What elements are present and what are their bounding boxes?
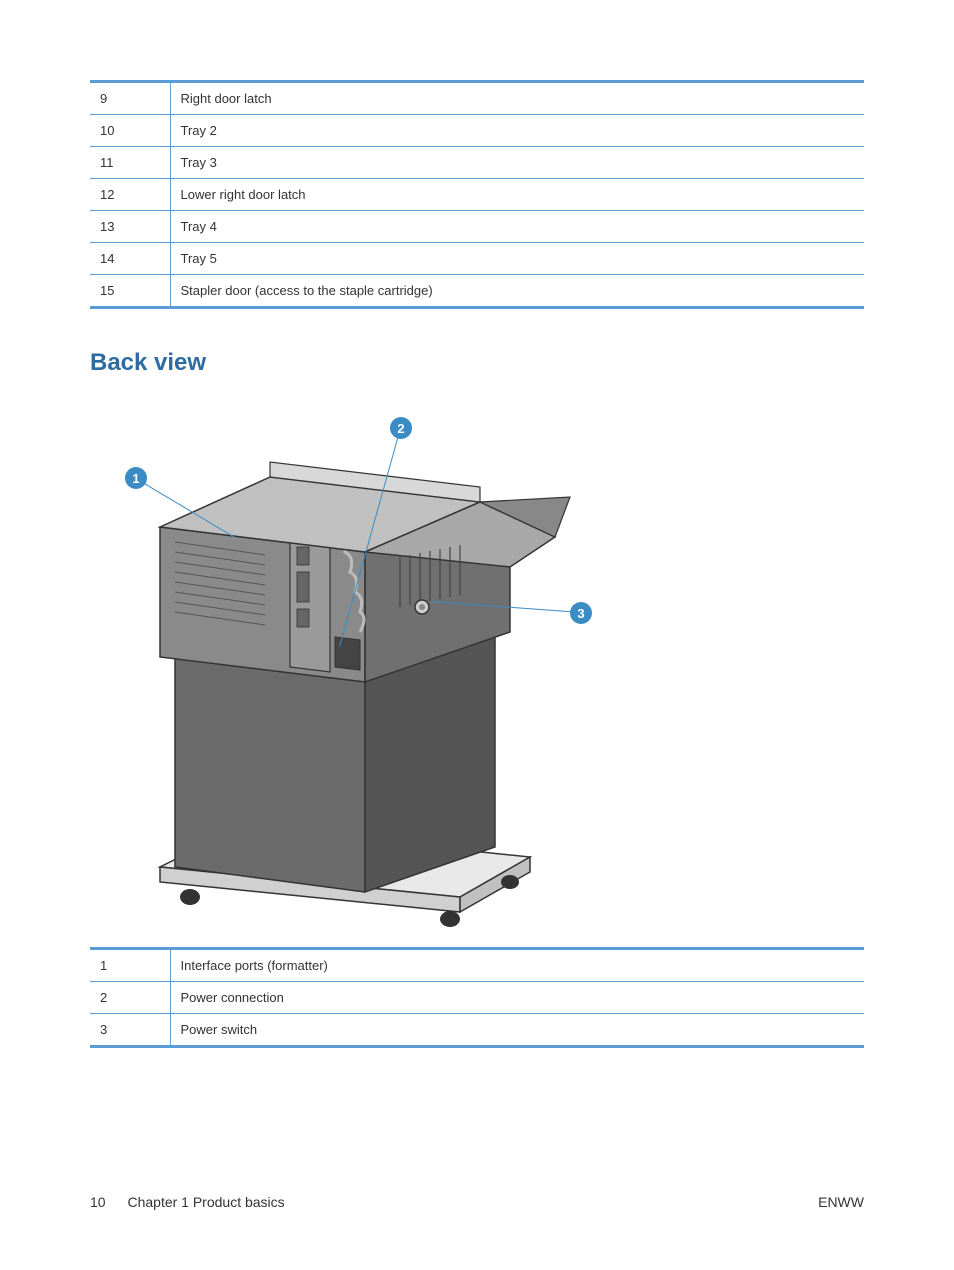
back-view-diagram: 123: [100, 407, 580, 927]
row-num: 14: [90, 243, 170, 275]
row-label: Stapler door (access to the staple cartr…: [170, 275, 864, 308]
page-number: 10: [90, 1194, 106, 1210]
back-view-table: 1Interface ports (formatter)2Power conne…: [90, 947, 864, 1048]
row-label: Lower right door latch: [170, 179, 864, 211]
row-label: Power switch: [170, 1014, 864, 1047]
row-label: Tray 2: [170, 115, 864, 147]
printer-illustration: [100, 407, 580, 927]
table-row: 3Power switch: [90, 1014, 864, 1047]
footer-left: 10 Chapter 1 Product basics: [90, 1194, 285, 1210]
table-row: 1Interface ports (formatter): [90, 949, 864, 982]
chapter-title: Chapter 1 Product basics: [127, 1194, 284, 1210]
callout-3: 3: [570, 602, 592, 624]
row-label: Right door latch: [170, 82, 864, 115]
section-heading: Back view: [90, 349, 864, 377]
row-label: Tray 4: [170, 211, 864, 243]
table-row: 12Lower right door latch: [90, 179, 864, 211]
table-row: 15Stapler door (access to the staple car…: [90, 275, 864, 308]
row-num: 2: [90, 982, 170, 1014]
table-row: 9Right door latch: [90, 82, 864, 115]
table-row: 13Tray 4: [90, 211, 864, 243]
row-num: 11: [90, 147, 170, 179]
row-num: 9: [90, 82, 170, 115]
table-row: 14Tray 5: [90, 243, 864, 275]
callout-1: 1: [125, 467, 147, 489]
table-row: 2Power connection: [90, 982, 864, 1014]
row-num: 10: [90, 115, 170, 147]
row-num: 13: [90, 211, 170, 243]
callout-2: 2: [390, 417, 412, 439]
footer-lang: ENWW: [818, 1194, 864, 1210]
row-num: 3: [90, 1014, 170, 1047]
parts-table-continued: 9Right door latch10Tray 211Tray 312Lower…: [90, 80, 864, 309]
page-footer: 10 Chapter 1 Product basics ENWW: [90, 1194, 864, 1210]
row-label: Interface ports (formatter): [170, 949, 864, 982]
row-num: 15: [90, 275, 170, 308]
row-label: Power connection: [170, 982, 864, 1014]
table2-body: 1Interface ports (formatter)2Power conne…: [90, 949, 864, 1047]
row-label: Tray 5: [170, 243, 864, 275]
table1-body: 9Right door latch10Tray 211Tray 312Lower…: [90, 82, 864, 308]
row-num: 12: [90, 179, 170, 211]
table-row: 10Tray 2: [90, 115, 864, 147]
row-num: 1: [90, 949, 170, 982]
row-label: Tray 3: [170, 147, 864, 179]
table-row: 11Tray 3: [90, 147, 864, 179]
